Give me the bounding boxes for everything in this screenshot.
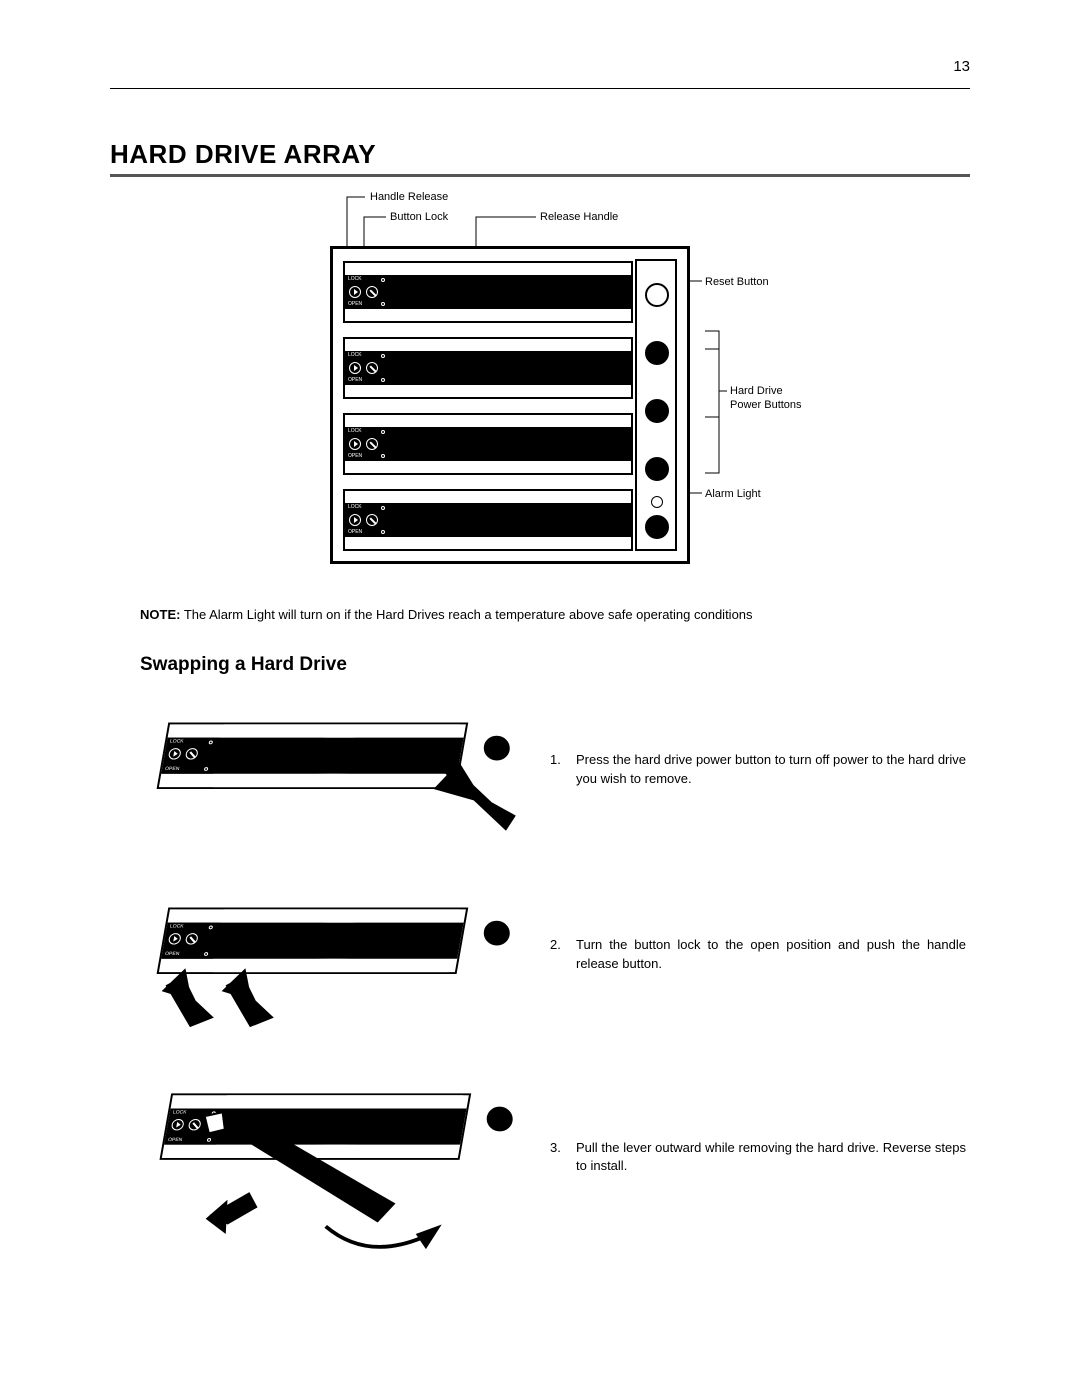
label-power-buttons: Hard Drive Power Buttons — [730, 385, 802, 413]
drive-bay: LOCKOPEN — [343, 489, 633, 551]
lock-block: LOCK OPEN — [345, 275, 391, 309]
steps-list: LOCKOPEN 1.Press the hard drive power bu… — [140, 692, 970, 1252]
page-number: 13 — [953, 58, 970, 75]
array-diagram: Handle Release Button Lock Release Handl… — [240, 191, 840, 571]
step-text: 1.Press the hard drive power button to t… — [510, 751, 970, 787]
label-alarm-light: Alarm Light — [705, 488, 761, 502]
power-button — [645, 457, 669, 481]
top-rule — [110, 88, 970, 89]
subheading: Swapping a Hard Drive — [140, 654, 970, 676]
alarm-light — [651, 496, 663, 508]
label-button-lock: Button Lock — [390, 211, 448, 225]
step-number: 2. — [550, 936, 576, 954]
note-text: NOTE: The Alarm Light will turn on if th… — [140, 607, 940, 622]
label-release-handle: Release Handle — [540, 211, 618, 225]
note-body: The Alarm Light will turn on if the Hard… — [184, 607, 753, 622]
power-button — [645, 399, 669, 423]
arrow-icon — [433, 762, 524, 848]
button-column — [635, 259, 677, 551]
step-number: 3. — [550, 1139, 576, 1157]
step-text: 3.Pull the lever outward while removing … — [510, 1139, 970, 1175]
step2-figure: LOCKOPEN — [127, 881, 523, 1028]
lever-and-arrows-icon — [205, 1112, 466, 1255]
main-title: HARD DRIVE ARRAY — [110, 139, 970, 177]
step-row: LOCKOPEN 3.Pull the lever outward while … — [140, 1062, 970, 1252]
release-button-icon — [349, 286, 361, 298]
step-number: 1. — [550, 751, 576, 769]
step-body: Press the hard drive power button to tur… — [576, 751, 966, 787]
step1-figure: LOCKOPEN — [127, 696, 523, 843]
step3-figure: LOCKOPEN — [124, 1067, 526, 1248]
lock-switch-icon — [366, 286, 378, 298]
step-body: Turn the button lock to the open positio… — [576, 936, 966, 972]
note-label: NOTE: — [140, 607, 180, 622]
power-button — [645, 341, 669, 365]
step-body: Pull the lever outward while removing th… — [576, 1139, 966, 1175]
reset-button — [645, 283, 669, 307]
enclosure-frame: LOCK OPEN LOCKOPEN LOCKOPEN LOCKOPEN — [330, 246, 690, 564]
power-button-icon — [487, 1107, 513, 1132]
step-row: LOCKOPEN 2.Turn the button lock to the o… — [140, 877, 970, 1032]
drive-bay: LOCK OPEN — [343, 261, 633, 323]
power-button-icon — [484, 921, 510, 946]
arrow-icon — [161, 968, 302, 1035]
step-text: 2.Turn the button lock to the open posit… — [510, 936, 970, 972]
step-row: LOCKOPEN 1.Press the hard drive power bu… — [140, 692, 970, 847]
lock-label: LOCK — [348, 277, 362, 282]
label-reset-button: Reset Button — [705, 276, 769, 290]
drive-bay: LOCKOPEN — [343, 413, 633, 475]
open-label: OPEN — [348, 302, 362, 307]
drive-bay: LOCKOPEN — [343, 337, 633, 399]
power-button-icon — [484, 736, 510, 761]
power-button — [645, 515, 669, 539]
label-handle-release: Handle Release — [370, 191, 448, 205]
